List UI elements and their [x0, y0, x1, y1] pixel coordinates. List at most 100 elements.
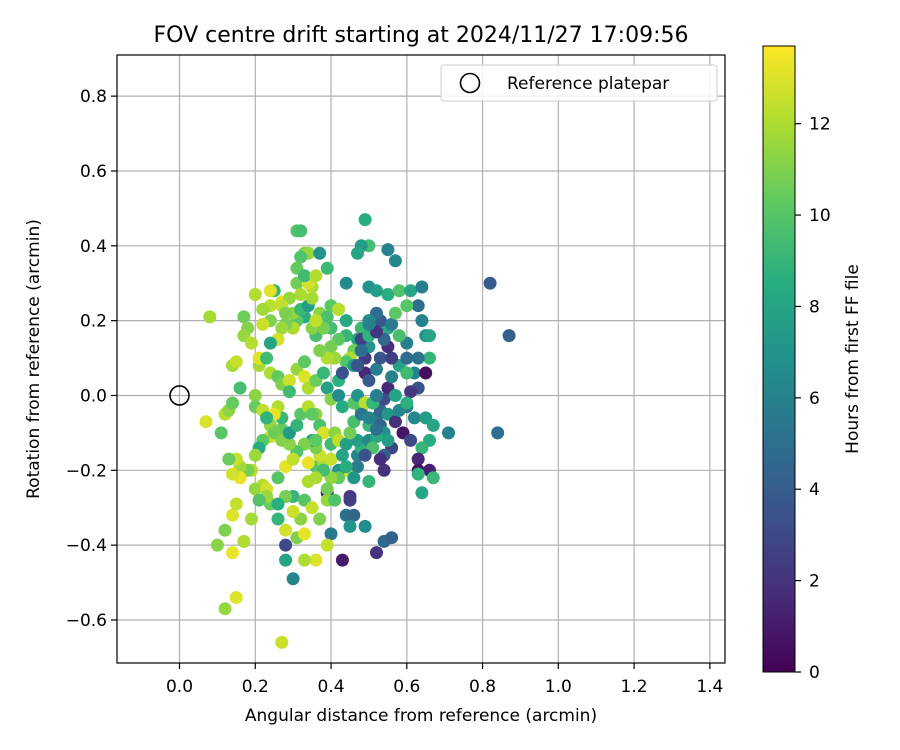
data-point: [286, 452, 300, 466]
data-point: [491, 426, 505, 440]
data-point: [222, 452, 236, 466]
data-point: [260, 411, 274, 425]
data-point: [279, 523, 293, 537]
data-point: [237, 310, 251, 324]
data-point: [385, 351, 399, 365]
data-point: [271, 497, 285, 511]
data-point: [385, 317, 399, 331]
data-point: [309, 433, 323, 447]
data-point: [358, 448, 372, 462]
data-point: [343, 493, 357, 507]
data-point: [388, 306, 402, 320]
data-points: [199, 213, 516, 649]
data-point: [370, 389, 383, 402]
data-point: [335, 366, 349, 380]
data-point: [248, 389, 262, 402]
data-point: [411, 351, 425, 365]
data-point: [309, 471, 323, 485]
y-tick-label: 0.6: [80, 162, 107, 182]
data-point: [426, 471, 440, 485]
data-point: [373, 452, 387, 466]
legend-box: [440, 64, 718, 102]
data-point: [245, 512, 258, 526]
data-point: [320, 310, 334, 324]
data-point: [233, 381, 247, 395]
data-point: [388, 254, 402, 268]
data-point: [298, 527, 311, 541]
chart-title: FOV centre drift starting at 2024/11/27 …: [154, 23, 689, 48]
data-point: [218, 602, 232, 616]
data-point: [347, 471, 361, 485]
data-point: [305, 291, 319, 305]
data-point: [229, 591, 243, 604]
data-point: [320, 381, 334, 395]
x-tick-label: 0.0: [166, 677, 193, 697]
data-point: [370, 362, 383, 376]
x-tick-label: 1.0: [545, 677, 572, 697]
data-point: [400, 366, 414, 380]
x-axis-ticks: 0.0 0.2 0.4 0.6 0.8 1.0 1.2 1.4: [166, 663, 723, 697]
data-point: [400, 351, 414, 365]
colorbar-tick-label: 10: [809, 206, 831, 226]
data-point: [301, 456, 315, 470]
data-point: [404, 284, 418, 298]
data-point: [377, 463, 391, 477]
data-point: [411, 452, 425, 466]
data-point: [400, 396, 414, 410]
data-point: [332, 302, 346, 316]
data-point: [442, 426, 455, 440]
data-point: [294, 224, 308, 238]
data-point: [381, 433, 395, 447]
data-point: [298, 355, 311, 369]
data-point: [245, 336, 258, 350]
data-point: [309, 553, 323, 567]
colorbar-tick-label: 4: [809, 480, 820, 500]
data-point: [381, 288, 395, 301]
legend-entry-reference: Reference platepar: [507, 74, 669, 94]
data-point: [411, 467, 425, 481]
data-point: [275, 321, 289, 335]
data-point: [362, 411, 376, 425]
data-point: [339, 314, 353, 328]
colorbar: [762, 45, 796, 673]
data-point: [305, 407, 319, 421]
data-point: [256, 302, 270, 316]
data-point: [351, 460, 364, 474]
data-point: [400, 299, 414, 313]
data-point: [324, 340, 338, 354]
colorbar-tick-label: 6: [809, 389, 820, 409]
colorbar-tick-label: 8: [809, 297, 820, 317]
data-point: [343, 426, 357, 440]
data-point: [328, 493, 342, 507]
data-point: [309, 314, 323, 328]
data-point: [419, 366, 433, 380]
data-point: [226, 396, 239, 410]
data-point: [229, 497, 243, 511]
legend: Reference platepar: [440, 64, 718, 102]
data-point: [411, 299, 425, 313]
data-point: [294, 250, 308, 264]
y-tick-label: −0.6: [66, 611, 107, 631]
data-point: [320, 482, 334, 496]
data-point: [385, 531, 399, 545]
data-point: [256, 317, 270, 331]
data-point: [404, 433, 418, 447]
data-point: [309, 269, 323, 283]
data-point: [263, 284, 277, 298]
data-point: [423, 329, 436, 343]
data-point: [324, 527, 338, 541]
data-point: [226, 467, 239, 481]
data-point: [373, 351, 387, 365]
data-point: [502, 329, 516, 343]
data-point: [354, 344, 368, 358]
data-point: [282, 385, 296, 399]
data-point: [388, 415, 402, 429]
data-point: [370, 546, 383, 560]
x-tick-label: 1.4: [696, 677, 723, 697]
data-point: [392, 329, 406, 343]
y-tick-label: 0.0: [80, 386, 107, 406]
data-point: [298, 370, 311, 384]
data-point: [275, 635, 289, 649]
data-point: [226, 546, 239, 560]
